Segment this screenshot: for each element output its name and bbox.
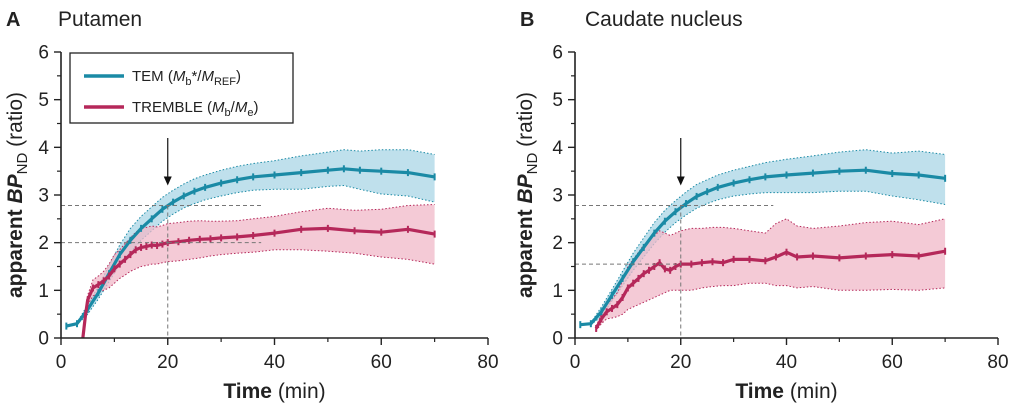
y-tick-label: 2 (552, 233, 563, 254)
band-upper-edge-0 (66, 149, 435, 327)
x-axis-title: Time (min) (223, 380, 325, 403)
plot-area (579, 149, 947, 332)
x-axis-title: Time (min) (735, 380, 837, 403)
x-tick-label: 60 (882, 352, 903, 373)
panel-letter: A (6, 9, 20, 31)
legend: TEM (Mb*/MREF) TREMBLE (Mb/Me) (69, 52, 294, 124)
panel-title: Caudate nucleus (585, 8, 743, 31)
y-axis-title: apparent BPND (ratio) (4, 92, 31, 298)
y-tick-label: 3 (552, 186, 563, 207)
y-tick-label: 4 (552, 138, 563, 159)
legend-entry: TEM (Mb*/MREF) (132, 68, 241, 88)
band-upper-edge-1 (82, 204, 435, 338)
y-tick-label: 0 (38, 329, 49, 350)
band-upper-edge-1 (595, 218, 946, 327)
x-tick-label: 80 (987, 352, 1008, 373)
x-tick-label: 60 (371, 352, 392, 373)
band-lower-edge-1 (595, 282, 946, 332)
x-tick-label: 20 (157, 352, 178, 373)
panel-letter: B (520, 9, 534, 31)
legend-box (69, 52, 294, 124)
plot-area (65, 149, 436, 338)
band-upper-edge-0 (580, 149, 946, 326)
y-tick-label: 2 (38, 233, 49, 254)
y-tick-label: 4 (38, 138, 49, 159)
confidence-band-1 (596, 218, 946, 331)
legend-entry: TREMBLE (Mb/Me) (132, 99, 258, 119)
y-axis-title: apparent BPND (ratio) (514, 92, 541, 298)
y-tick-label: 6 (38, 43, 49, 64)
x-tick-label: 80 (477, 352, 498, 373)
y-tick-label: 5 (38, 90, 49, 111)
x-tick-label: 40 (776, 352, 797, 373)
y-tick-label: 0 (552, 329, 563, 350)
y-tick-label: 5 (552, 90, 563, 111)
arrow-head (676, 176, 685, 186)
confidence-band-1 (82, 204, 435, 338)
y-tick-label: 6 (552, 43, 563, 64)
x-tick-label: 0 (570, 352, 581, 373)
y-tick-label: 3 (38, 186, 49, 207)
x-tick-label: 0 (56, 352, 67, 373)
y-tick-label: 1 (38, 281, 49, 302)
series-line-0 (580, 168, 946, 327)
band-lower-edge-0 (66, 184, 435, 327)
x-tick-label: 40 (264, 352, 285, 373)
y-tick-label: 1 (552, 281, 563, 302)
x-tick-label: 20 (670, 352, 691, 373)
arrow-head (163, 176, 172, 186)
panel-title: Putamen (58, 8, 142, 31)
